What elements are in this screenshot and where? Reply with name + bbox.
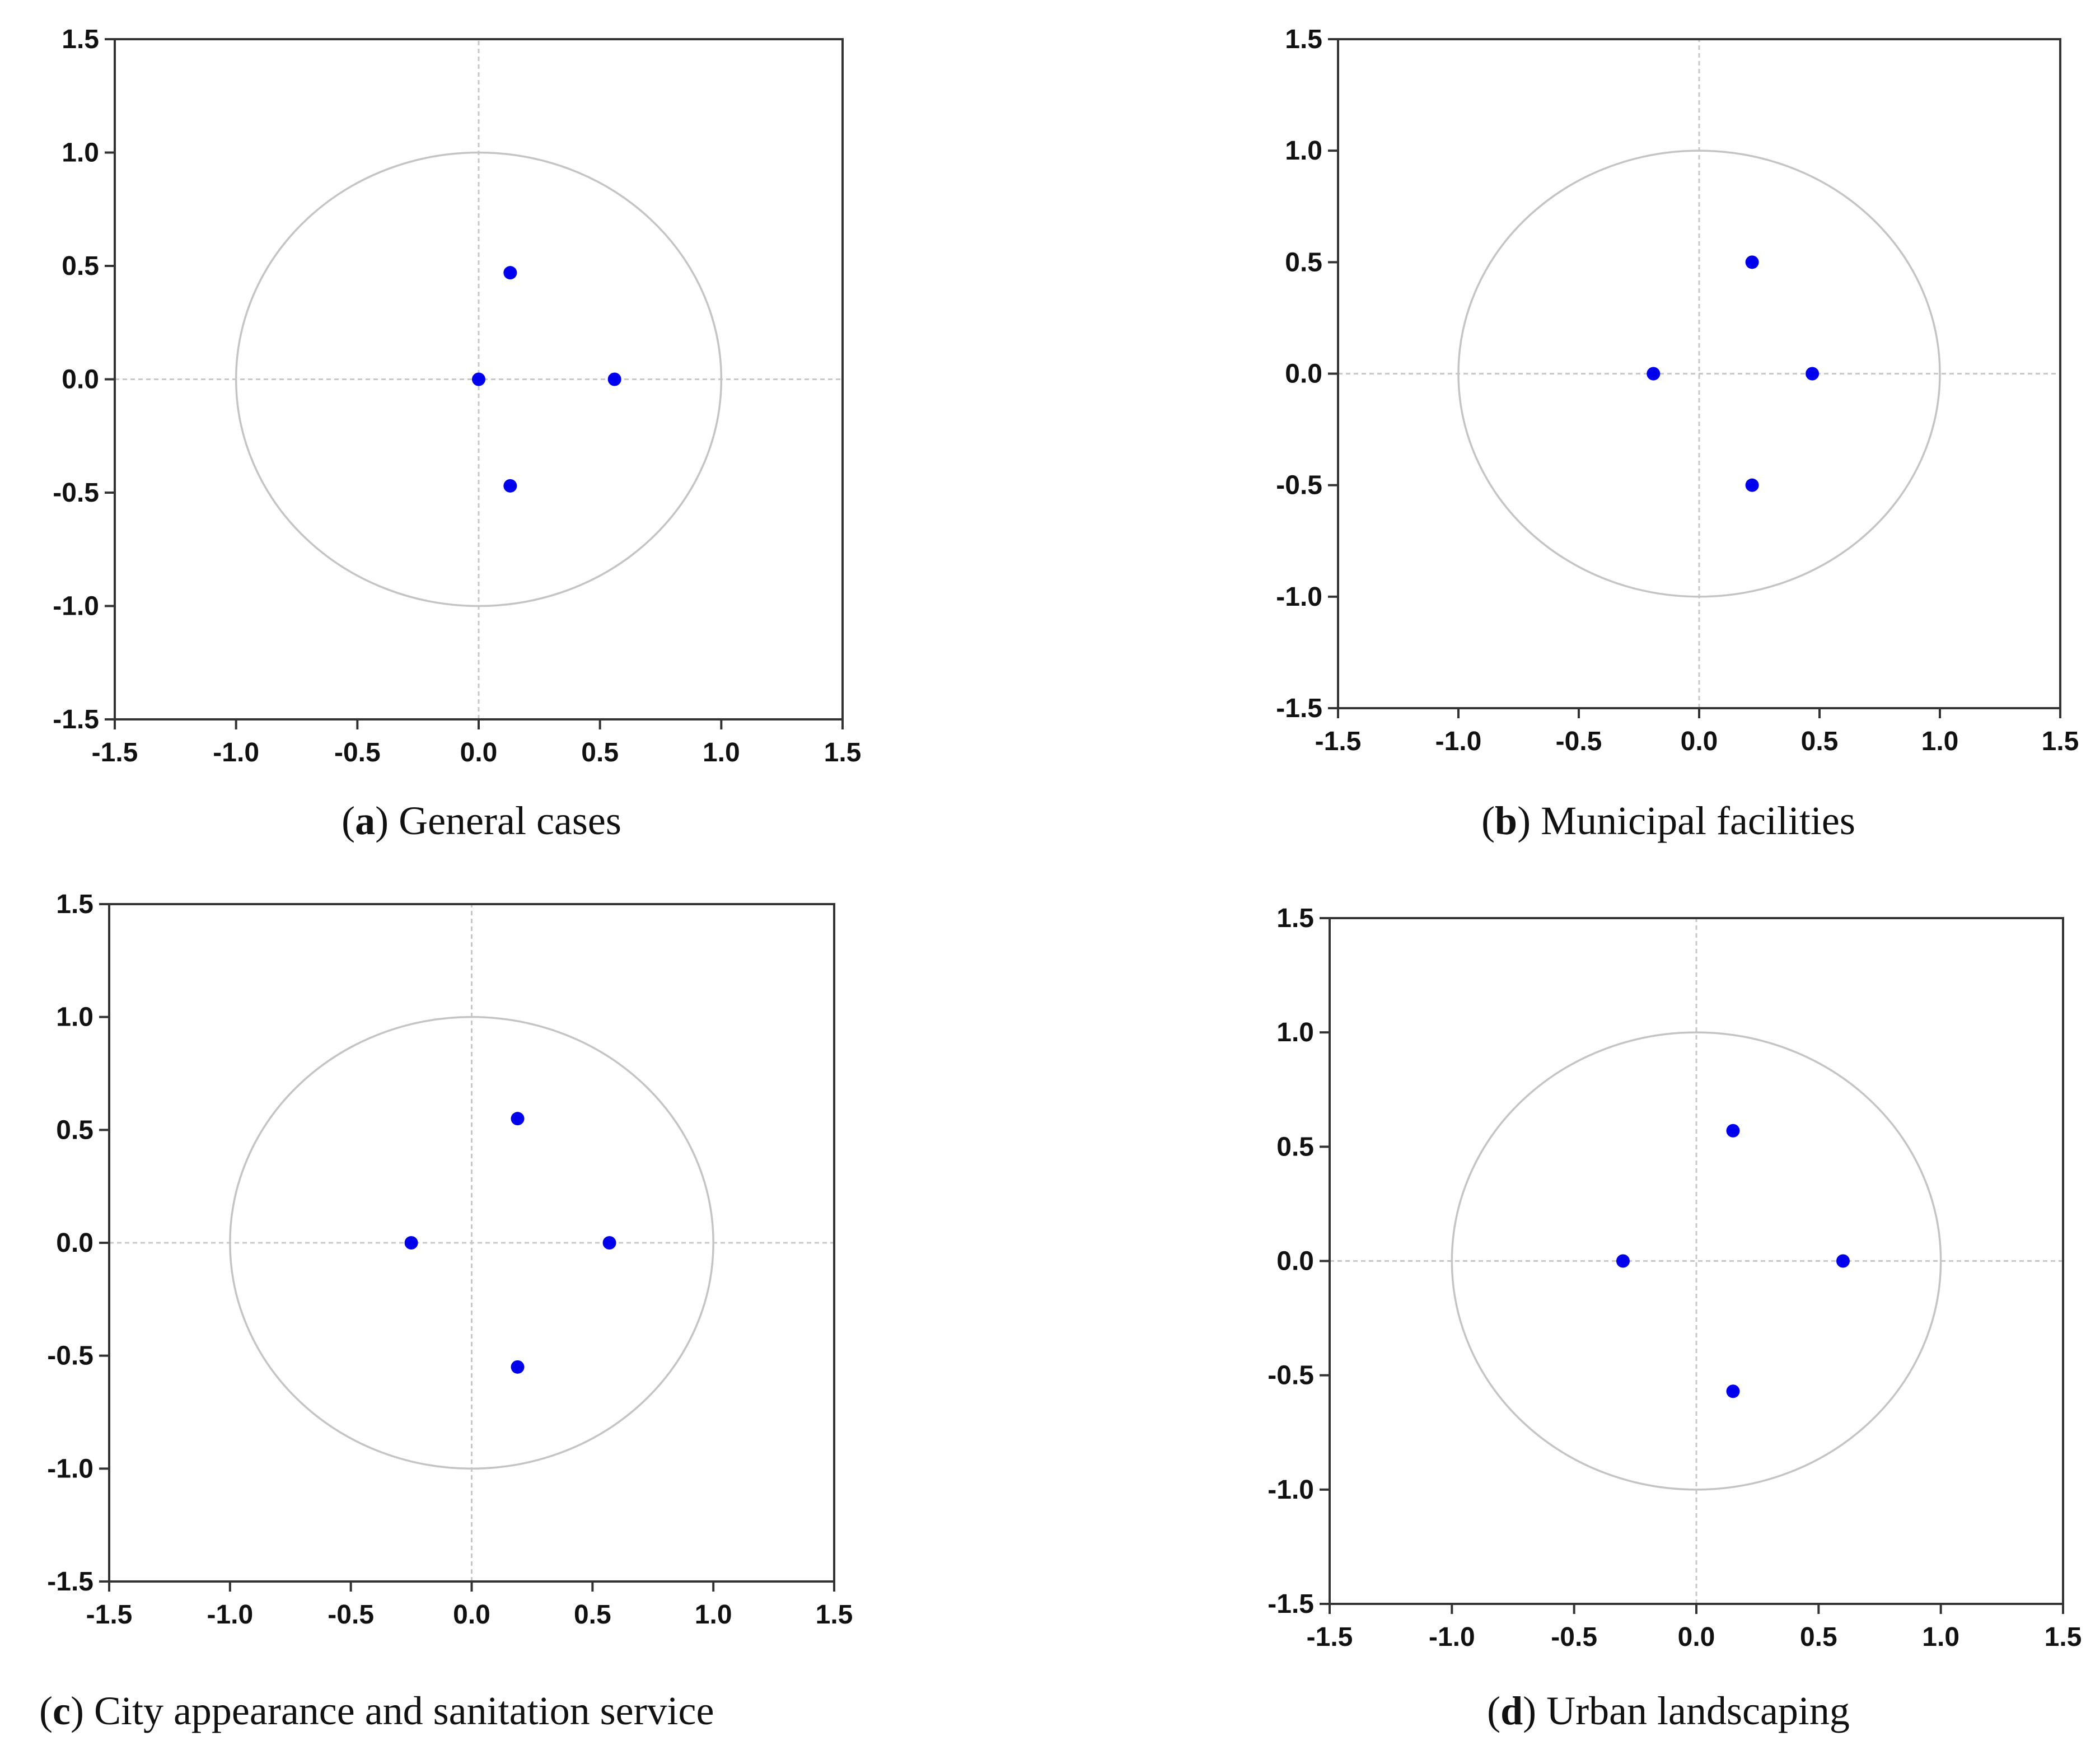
data-point-d-0 — [1616, 1254, 1630, 1268]
y-tick-label-a-3: 0.0 — [62, 365, 99, 395]
y-tick-label-c-6: -1.5 — [47, 1567, 93, 1597]
x-tick-label-c-3: 0.0 — [453, 1600, 490, 1630]
y-tick-label-d-6: -1.5 — [1268, 1589, 1314, 1619]
data-point-b-0 — [1647, 367, 1661, 381]
data-point-a-3 — [607, 372, 621, 386]
y-tick-label-c-5: -1.0 — [47, 1454, 93, 1484]
x-tick-label-b-1: -1.0 — [1435, 727, 1482, 756]
x-tick-label-c-4: 0.5 — [574, 1600, 611, 1630]
caption-b-text: Municipal facilities — [1541, 798, 1855, 843]
x-tick-label-b-5: 1.0 — [1921, 727, 1959, 756]
chart-c-svg: -1.5 -1.0 -0.5 0.0 0.5 1.0 1.5 1.5 1.0 0.5 0.0 -0.5… — [47, 890, 853, 1630]
x-tick-label-d-5: 1.0 — [1922, 1622, 1959, 1652]
y-tick-label-a-6: -1.5 — [53, 705, 99, 734]
y-tick-label-a-0: 1.5 — [62, 25, 99, 54]
data-point-b-3 — [1806, 367, 1820, 381]
data-point-b-2 — [1745, 478, 1759, 492]
y-tick-label-a-5: -1.0 — [53, 592, 99, 621]
y-tick-label-c-4: -0.5 — [47, 1341, 93, 1371]
caption-d-text: Urban landscaping — [1546, 1688, 1850, 1733]
unit-circle-d — [1451, 1031, 1942, 1491]
data-point-c-0 — [404, 1236, 418, 1250]
data-point-c-3 — [602, 1236, 616, 1250]
y-tick-label-d-2: 0.5 — [1276, 1132, 1314, 1162]
x-tick-label-b-2: -0.5 — [1556, 727, 1602, 756]
x-tick-label-a-6: 1.5 — [824, 738, 862, 768]
x-tick-label-b-4: 0.5 — [1801, 727, 1839, 756]
x-tick-label-a-4: 0.5 — [581, 738, 619, 768]
caption-c-letter: c — [52, 1688, 71, 1733]
x-tick-label-b-6: 1.5 — [2042, 727, 2079, 756]
x-tick-label-c-5: 1.0 — [695, 1600, 732, 1630]
y-tick-label-b-1: 1.0 — [1285, 136, 1322, 166]
chart-b-svg: -1.5 -1.0 -0.5 0.0 0.5 1.0 1.5 1.5 1.0 0.5 0.0 -0.5… — [1276, 25, 2079, 756]
caption-c: (c) City appearance and sanitation servi… — [39, 1688, 714, 1733]
chart-panel-d: -1.5 -1.0 -0.5 0.0 0.5 1.0 1.5 1.5 1.0 0.5 0.0 -0.5… — [1237, 901, 2088, 1668]
data-point-a-0 — [472, 372, 485, 386]
y-tick-label-b-0: 1.5 — [1285, 25, 1322, 54]
data-point-a-1 — [503, 266, 517, 280]
x-tick-label-b-0: -1.5 — [1315, 727, 1362, 756]
data-point-c-2 — [511, 1360, 525, 1374]
data-point-d-1 — [1726, 1124, 1740, 1138]
unit-circle-b — [1457, 149, 1941, 598]
chart-d-svg: -1.5 -1.0 -0.5 0.0 0.5 1.0 1.5 1.5 1.0 0.5 0.0 -0.5… — [1268, 904, 2082, 1652]
x-tick-label-d-2: -0.5 — [1551, 1622, 1597, 1652]
chart-a-svg: -1.5 -1.0 -0.5 0.0 0.5 1.0 1.5 1.5 1.0 0.5 0.0 -0.5… — [53, 25, 862, 768]
x-tick-label-c-6: 1.5 — [816, 1600, 853, 1630]
y-tick-label-d-0: 1.5 — [1276, 904, 1314, 933]
x-tick-label-a-0: -1.5 — [92, 738, 138, 768]
y-tick-label-d-3: 0.0 — [1276, 1247, 1314, 1276]
x-tick-label-c-2: -0.5 — [328, 1600, 374, 1630]
y-tick-label-c-2: 0.5 — [56, 1115, 93, 1145]
x-tick-label-c-1: -1.0 — [207, 1600, 253, 1630]
x-tick-label-a-5: 1.0 — [703, 738, 740, 768]
y-tick-label-b-3: 0.0 — [1285, 359, 1322, 389]
y-tick-label-b-6: -1.5 — [1276, 694, 1322, 723]
data-point-c-1 — [511, 1112, 525, 1126]
x-tick-label-d-0: -1.5 — [1307, 1622, 1353, 1652]
data-point-a-2 — [503, 479, 517, 493]
y-tick-label-b-2: 0.5 — [1285, 247, 1322, 277]
y-tick-label-c-1: 1.0 — [56, 1003, 93, 1032]
y-tick-label-d-4: -0.5 — [1268, 1361, 1314, 1391]
y-tick-label-b-4: -0.5 — [1276, 471, 1322, 500]
x-tick-label-d-4: 0.5 — [1800, 1622, 1837, 1652]
unit-circle-c — [229, 1016, 714, 1470]
x-tick-label-b-3: 0.0 — [1681, 727, 1718, 756]
caption-b: (b) Municipal facilities — [1481, 798, 1855, 843]
y-tick-label-b-5: -1.0 — [1276, 582, 1322, 612]
x-tick-label-c-0: -1.5 — [86, 1600, 133, 1630]
caption-b-letter: b — [1495, 798, 1518, 843]
y-tick-label-a-4: -0.5 — [53, 478, 99, 508]
y-tick-label-c-3: 0.0 — [56, 1228, 93, 1258]
data-point-b-1 — [1745, 255, 1759, 269]
unit-circle-a — [235, 151, 723, 607]
data-point-d-2 — [1726, 1384, 1740, 1398]
x-tick-label-d-1: -1.0 — [1429, 1622, 1475, 1652]
caption-d-letter: d — [1500, 1688, 1523, 1733]
y-tick-label-c-0: 1.5 — [56, 890, 93, 919]
y-tick-label-d-5: -1.0 — [1268, 1475, 1314, 1505]
caption-a-text: General cases — [399, 798, 621, 843]
y-tick-label-a-1: 1.0 — [62, 138, 99, 168]
x-tick-label-d-3: 0.0 — [1678, 1622, 1715, 1652]
caption-c-text: City appearance and sanitation service — [93, 1688, 714, 1733]
chart-panel-b: -1.5 -1.0 -0.5 0.0 0.5 1.0 1.5 1.5 1.0 0.5 0.0 -0.5… — [1243, 17, 2088, 784]
y-tick-label-a-2: 0.5 — [62, 251, 99, 281]
x-tick-label-a-2: -0.5 — [334, 738, 381, 768]
x-tick-label-d-6: 1.5 — [2045, 1622, 2082, 1652]
caption-a-letter: a — [355, 798, 376, 843]
x-tick-label-a-3: 0.0 — [460, 738, 498, 768]
chart-panel-c: -1.5 -1.0 -0.5 0.0 0.5 1.0 1.5 1.5 1.0 0.5 0.0 -0.5… — [17, 887, 913, 1665]
data-point-d-3 — [1836, 1254, 1850, 1268]
caption-a: (a) General cases — [342, 798, 621, 843]
y-tick-label-d-1: 1.0 — [1276, 1018, 1314, 1047]
x-tick-label-a-1: -1.0 — [213, 738, 259, 768]
chart-panel-a: -1.5 -1.0 -0.5 0.0 0.5 1.0 1.5 1.5 1.0 0.5 0.0 -0.5… — [22, 22, 918, 801]
caption-d: (d) Urban landscaping — [1487, 1688, 1850, 1733]
